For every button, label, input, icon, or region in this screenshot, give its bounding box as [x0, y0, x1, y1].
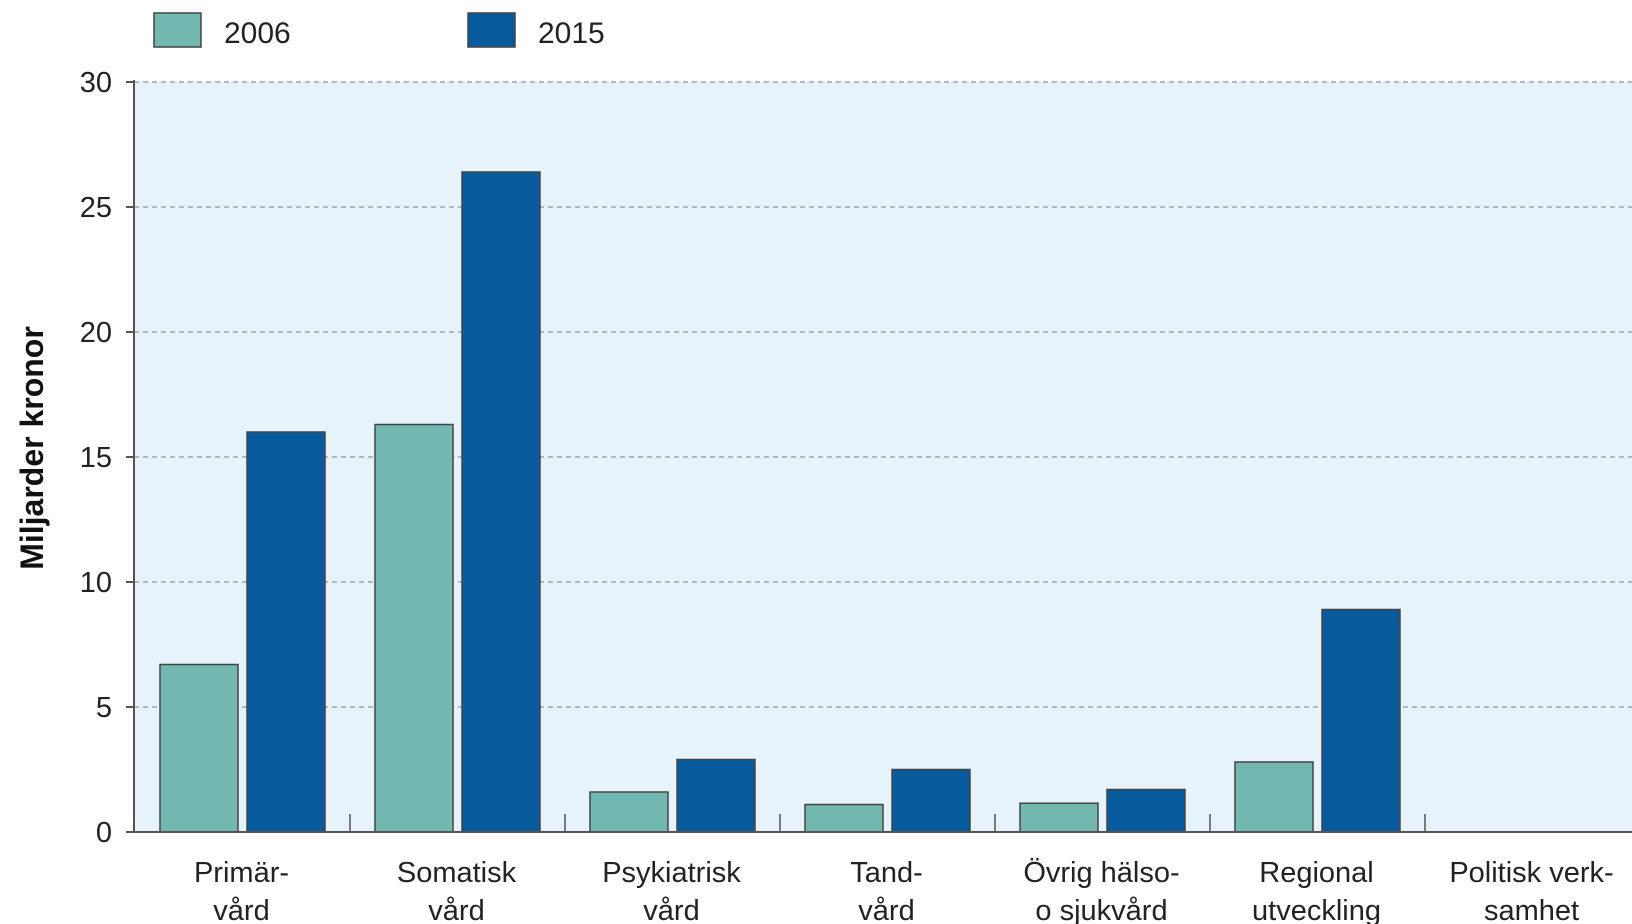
x-category-label: Regional	[1259, 857, 1373, 889]
x-category-label: samhet	[1484, 895, 1579, 924]
bar-2006-1	[375, 425, 453, 833]
x-category-label: vård	[428, 895, 484, 924]
x-category-label: Primär-	[194, 857, 289, 889]
y-axis-tick-labels: 0 5 10 15 20 25 30	[80, 67, 112, 849]
y-tick-label: 10	[80, 567, 112, 599]
x-category-label: utveckling	[1252, 895, 1381, 924]
legend-swatch-2006	[154, 13, 201, 47]
x-category-label: vård	[213, 895, 269, 924]
x-category-label: Psykiatrisk	[602, 857, 741, 889]
x-axis-category-labels: Primär-vård Somatisk vård Psykiatrisk vård Ta…	[194, 857, 1614, 924]
y-tick-label: 5	[96, 692, 112, 724]
bar-2015-0	[247, 432, 325, 832]
legend: 2006 2015	[154, 13, 605, 50]
x-category-label: Övrig hälso-	[1023, 857, 1179, 889]
legend-label-2006: 2006	[224, 17, 291, 50]
x-category-label: vård	[643, 895, 699, 924]
bar-2015-5	[1322, 610, 1400, 833]
bar-2006-2	[590, 792, 668, 832]
y-tick-label: 0	[96, 817, 112, 849]
y-axis-label: Miljarder kronor	[14, 326, 50, 570]
x-category-label: Tand-	[850, 857, 923, 889]
y-tick-label: 25	[80, 192, 112, 224]
legend-label-2015: 2015	[538, 17, 605, 50]
y-tick-label: 30	[80, 67, 112, 99]
y-tick-label: 15	[80, 442, 112, 474]
x-category-label: o sjukvård	[1035, 895, 1167, 924]
bar-2015-4	[1107, 790, 1185, 833]
y-tick-label: 20	[80, 317, 112, 349]
bar-2006-5	[1235, 762, 1313, 832]
x-category-label: vård	[858, 895, 914, 924]
bar-2015-2	[677, 760, 755, 833]
bar-2006-0	[160, 665, 238, 833]
x-category-label: Politisk verk-	[1449, 857, 1613, 889]
bar-2006-4	[1020, 803, 1098, 832]
legend-swatch-2015	[468, 13, 515, 47]
bar-2006-3	[805, 805, 883, 833]
x-category-label: Somatisk	[397, 857, 517, 889]
bar-2015-1	[462, 172, 540, 832]
bar-2015-3	[892, 770, 970, 833]
